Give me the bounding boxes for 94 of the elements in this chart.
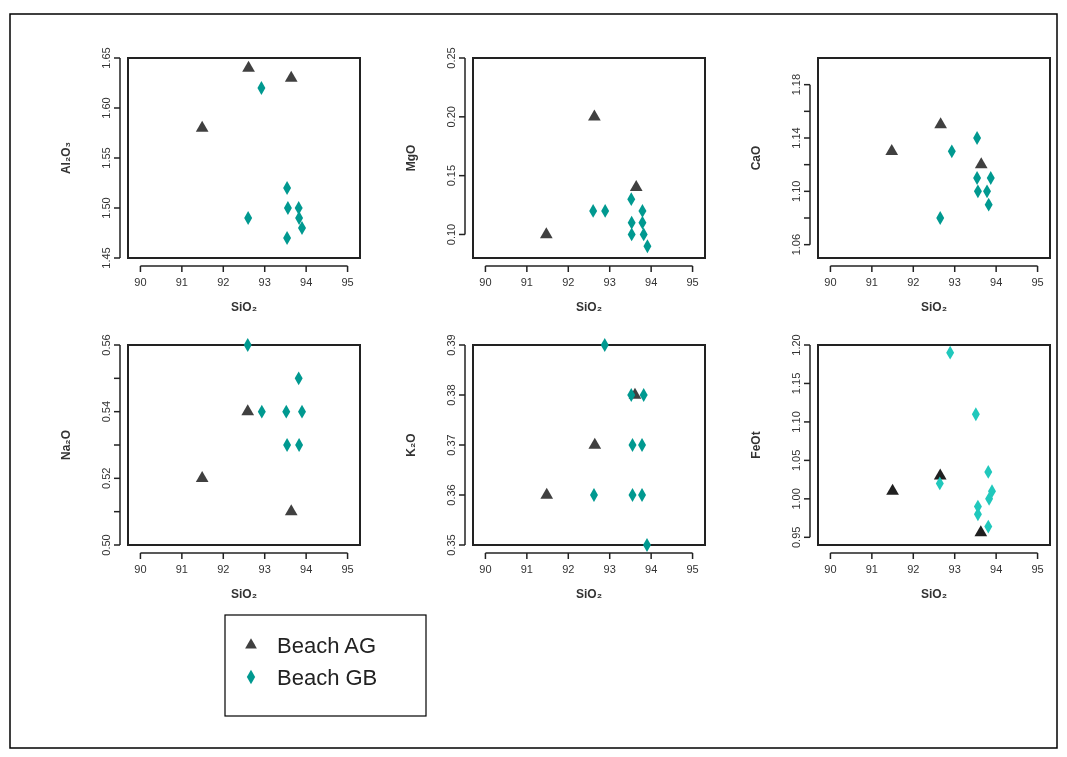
- y-tick-label: 1.60: [100, 97, 112, 119]
- point: [241, 404, 255, 416]
- x-tick-label: 90: [824, 563, 837, 575]
- point: [934, 117, 947, 129]
- legend-label: Beach AG: [277, 632, 377, 658]
- x-axis-title: SiO₂: [920, 300, 948, 314]
- y-tick-label: 0.25: [445, 47, 457, 69]
- x-tick-label: 93: [948, 276, 961, 288]
- y-tick-label: 0.54: [100, 400, 112, 423]
- y-tick-label: 1.05: [790, 449, 802, 472]
- x-tick-label: 94: [300, 276, 313, 288]
- y-tick-label: 0.56: [100, 334, 112, 356]
- point: [540, 487, 554, 499]
- x-tick-label: 91: [865, 276, 878, 288]
- y-axis-title: Na₂O: [59, 429, 73, 461]
- point: [885, 143, 899, 155]
- legend-label: Beach GB: [277, 664, 378, 690]
- x-axis-title: SiO₂: [230, 587, 258, 601]
- point: [195, 470, 209, 482]
- x-tick-label: 91: [520, 276, 533, 288]
- point: [588, 109, 601, 121]
- x-axis-title: SiO₂: [575, 300, 603, 314]
- y-tick-label: 1.18: [790, 73, 802, 96]
- x-tick-label: 95: [341, 563, 354, 575]
- y-tick-label: 0.10: [445, 223, 457, 246]
- x-tick-label: 95: [1031, 563, 1044, 575]
- y-tick-label: 0.38: [445, 384, 457, 406]
- x-tick-label: 90: [479, 563, 492, 575]
- x-tick-label: 92: [562, 563, 575, 575]
- x-axis-title: SiO₂: [575, 587, 603, 601]
- y-tick-label: 1.06: [790, 233, 802, 256]
- x-tick-label: 91: [520, 563, 533, 575]
- x-tick-label: 90: [824, 276, 837, 288]
- x-tick-label: 90: [479, 276, 492, 288]
- point: [539, 227, 553, 239]
- y-tick-label: 1.10: [790, 180, 802, 203]
- y-axis-title: FeOt: [749, 431, 763, 459]
- y-tick-label: 0.35: [445, 534, 457, 556]
- x-tick-label: 92: [907, 563, 920, 575]
- y-tick-label: 0.36: [445, 484, 457, 506]
- x-tick-label: 91: [175, 276, 188, 288]
- y-tick-label: 1.20: [790, 334, 802, 356]
- x-tick-label: 92: [562, 276, 575, 288]
- x-tick-label: 92: [217, 276, 230, 288]
- x-tick-label: 90: [134, 563, 147, 575]
- y-tick-label: 1.45: [100, 247, 112, 269]
- x-tick-label: 93: [603, 276, 616, 288]
- x-tick-label: 91: [175, 563, 188, 575]
- x-axis-title: SiO₂: [920, 587, 948, 601]
- y-axis-title: MgO: [404, 144, 418, 172]
- x-tick-label: 95: [686, 563, 699, 575]
- x-axis-title: SiO₂: [230, 300, 258, 314]
- x-tick-label: 93: [258, 563, 271, 575]
- x-tick-label: 93: [603, 563, 616, 575]
- x-tick-label: 93: [948, 563, 961, 575]
- y-tick-label: 0.52: [100, 467, 112, 490]
- y-tick-label: 1.65: [100, 47, 112, 69]
- x-tick-label: 94: [645, 276, 658, 288]
- y-tick-label: 0.15: [445, 164, 457, 187]
- y-tick-label: 1.10: [790, 411, 802, 433]
- y-tick-label: 0.20: [445, 106, 457, 128]
- y-axis-title: K₂O: [404, 433, 418, 457]
- x-tick-label: 91: [865, 563, 878, 575]
- point: [242, 60, 255, 72]
- x-tick-label: 94: [990, 276, 1003, 288]
- y-tick-label: 0.37: [445, 434, 457, 456]
- point: [588, 437, 602, 449]
- x-tick-label: 95: [341, 276, 354, 288]
- y-tick-label: 0.95: [790, 526, 802, 549]
- y-tick-label: 1.00: [790, 488, 802, 510]
- point: [284, 504, 298, 516]
- x-tick-label: 93: [258, 276, 271, 288]
- x-tick-label: 95: [686, 276, 699, 288]
- x-tick-label: 94: [300, 563, 313, 575]
- y-tick-label: 1.50: [100, 197, 112, 219]
- point: [284, 70, 298, 82]
- x-tick-label: 92: [907, 276, 920, 288]
- y-tick-label: 0.50: [100, 534, 112, 556]
- point: [974, 157, 988, 169]
- point: [629, 180, 643, 192]
- x-tick-label: 90: [134, 276, 147, 288]
- y-axis-title: CaO: [749, 145, 763, 171]
- x-tick-label: 92: [217, 563, 230, 575]
- point: [974, 525, 988, 537]
- x-tick-label: 94: [990, 563, 1003, 575]
- y-tick-label: 1.14: [790, 127, 802, 149]
- point: [886, 483, 899, 495]
- y-tick-label: 0.39: [445, 334, 457, 356]
- point: [195, 120, 209, 132]
- y-tick-label: 1.55: [100, 147, 112, 169]
- y-tick-label: 1.15: [790, 372, 802, 395]
- y-axis-title: Al₂O₃: [59, 141, 73, 175]
- x-tick-label: 95: [1031, 276, 1044, 288]
- x-tick-label: 94: [645, 563, 658, 575]
